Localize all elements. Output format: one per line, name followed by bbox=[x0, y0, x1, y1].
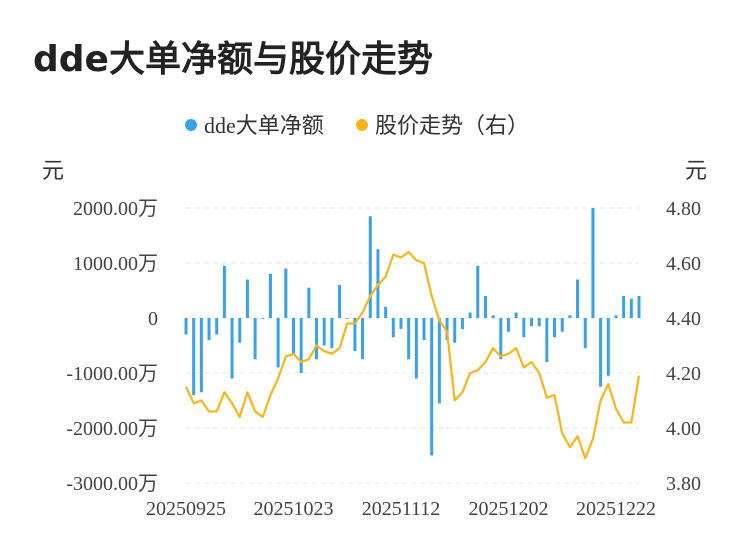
bar bbox=[430, 318, 434, 456]
bar bbox=[468, 312, 472, 318]
left-axis-unit: 元 bbox=[42, 158, 64, 183]
x-tick-label: 20251112 bbox=[362, 498, 441, 520]
right-tick-label: 4.80 bbox=[666, 198, 701, 220]
bar bbox=[576, 279, 580, 318]
right-tick-label: 4.00 bbox=[666, 418, 701, 440]
left-tick-label: -1000.00万 bbox=[66, 363, 158, 385]
bar bbox=[199, 318, 203, 393]
legend-label-0: dde大单净额 bbox=[204, 113, 324, 138]
bar bbox=[606, 318, 610, 376]
bar bbox=[338, 285, 342, 318]
bar bbox=[460, 318, 464, 329]
bar bbox=[483, 296, 487, 318]
bar bbox=[614, 315, 618, 318]
left-axis-ticks: 2000.00万 1000.00万 0 -1000.00万 -2000.00万 -3000… bbox=[66, 198, 158, 495]
bar bbox=[629, 298, 633, 318]
bar bbox=[568, 315, 572, 318]
bar bbox=[299, 318, 303, 373]
bar bbox=[637, 296, 641, 318]
bar bbox=[368, 216, 372, 318]
right-tick-label: 4.60 bbox=[666, 253, 701, 275]
bar bbox=[499, 318, 503, 360]
x-tick-label: 20250925 bbox=[146, 498, 226, 520]
right-tick-label: 4.40 bbox=[666, 308, 701, 330]
bar bbox=[361, 318, 365, 360]
bar bbox=[545, 318, 549, 362]
bar bbox=[315, 318, 319, 360]
left-tick-label: 1000.00万 bbox=[73, 253, 158, 275]
bar bbox=[530, 318, 534, 327]
bar bbox=[414, 318, 418, 379]
chart-title: dde大单净额与股价走势 bbox=[33, 39, 433, 80]
legend: dde大单净额 股价走势（右） bbox=[185, 113, 529, 138]
bar bbox=[591, 208, 595, 318]
x-axis-ticks: 20250925 20251023 20251112 20251202 20251222 bbox=[146, 498, 656, 520]
bar bbox=[622, 296, 626, 318]
bar bbox=[345, 318, 349, 319]
bar bbox=[238, 318, 242, 343]
bar bbox=[399, 318, 403, 329]
bar bbox=[560, 318, 564, 332]
bar bbox=[215, 318, 219, 335]
bar bbox=[276, 318, 280, 368]
bar bbox=[391, 318, 395, 338]
left-tick-label: 0 bbox=[148, 308, 158, 330]
x-tick-label: 20251222 bbox=[576, 498, 656, 520]
bar bbox=[583, 318, 587, 349]
bar bbox=[384, 307, 388, 318]
price-line bbox=[185, 250, 641, 460]
bar bbox=[476, 265, 480, 318]
bar bbox=[307, 287, 311, 318]
bar bbox=[437, 318, 441, 404]
left-tick-label: -2000.00万 bbox=[66, 418, 158, 440]
bar bbox=[222, 265, 226, 318]
bar bbox=[230, 318, 234, 379]
bar bbox=[422, 318, 426, 340]
bar bbox=[537, 318, 541, 327]
bar bbox=[322, 318, 326, 346]
bar bbox=[407, 318, 411, 360]
bar bbox=[330, 318, 334, 349]
right-tick-label: 4.20 bbox=[666, 363, 701, 385]
left-tick-label: 2000.00万 bbox=[73, 198, 158, 220]
bar bbox=[291, 318, 295, 354]
legend-marker-1 bbox=[356, 119, 368, 131]
bar bbox=[207, 318, 211, 340]
line-series bbox=[185, 250, 641, 460]
bar bbox=[253, 318, 257, 360]
right-axis-unit: 元 bbox=[685, 158, 707, 183]
bar bbox=[491, 315, 495, 318]
bar bbox=[599, 318, 603, 387]
bar bbox=[184, 318, 188, 335]
x-tick-label: 20251023 bbox=[253, 498, 333, 520]
bar bbox=[192, 318, 196, 395]
left-tick-label: -3000.00万 bbox=[66, 473, 158, 495]
bar-series bbox=[184, 208, 641, 456]
right-axis-ticks: 4.80 4.60 4.40 4.20 4.00 3.80 bbox=[666, 198, 701, 495]
bar bbox=[514, 312, 518, 318]
right-tick-label: 3.80 bbox=[666, 473, 701, 495]
bar bbox=[445, 318, 449, 340]
bar bbox=[284, 268, 288, 318]
bar bbox=[506, 318, 510, 332]
x-tick-label: 20251202 bbox=[468, 498, 548, 520]
bar bbox=[245, 279, 249, 318]
bar bbox=[453, 318, 457, 343]
legend-marker-0 bbox=[185, 119, 197, 131]
legend-label-1: 股价走势（右） bbox=[375, 113, 529, 138]
bar bbox=[268, 274, 272, 318]
bar bbox=[522, 318, 526, 338]
bar bbox=[353, 318, 357, 351]
bar bbox=[261, 318, 265, 319]
bar bbox=[553, 318, 557, 338]
